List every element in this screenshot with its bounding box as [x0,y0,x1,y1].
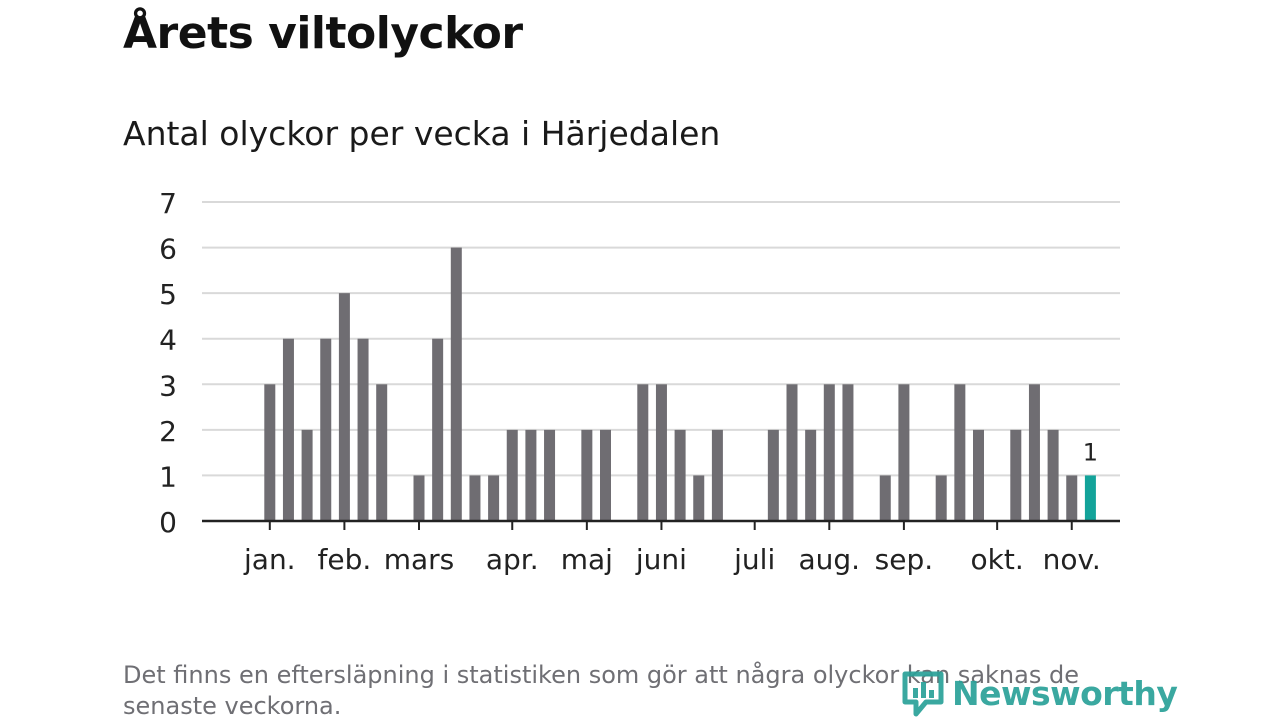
x-tick-label: maj [561,543,613,576]
x-tick-label: nov. [1043,543,1101,576]
bar [544,429,556,521]
bar [637,384,649,521]
x-tick-label: okt. [971,543,1024,576]
chart-subtitle: Antal olyckor per vecka i Härjedalen [123,114,721,153]
bar [338,293,350,521]
bar [469,475,481,521]
y-tick-label: 2 [159,415,177,448]
x-tick-label: aug. [799,543,861,576]
bar [879,475,891,521]
bar [805,429,817,521]
bar [282,338,294,521]
bar [935,475,947,521]
bar [376,384,388,521]
y-axis-ticks: 0 1 2 3 4 5 6 7 [159,187,177,539]
bar [600,429,611,521]
bar [450,247,462,522]
bar [767,429,779,521]
data-labels: 1 [1083,438,1098,466]
bar [264,384,276,521]
bar [357,338,369,521]
bar [674,429,686,521]
y-tick-label: 5 [159,278,177,311]
bar [432,338,444,521]
y-tick-label: 3 [159,369,177,402]
bar [1047,429,1059,521]
bar [320,338,332,521]
x-tick-label: juni [635,543,687,576]
bar [711,429,723,521]
bar [1010,429,1022,521]
bars [264,247,1096,522]
x-tick-label: juli [733,543,775,576]
x-axis-ticks: jan. feb. mars apr. maj juni juli aug. sep. okt. n… [243,521,1101,576]
bar [413,475,425,521]
x-tick-label: sep. [875,543,934,576]
data-label: 1 [1083,438,1098,466]
y-tick-label: 7 [159,187,177,220]
bar [842,384,854,521]
x-tick-label: mars [384,543,455,576]
bar-chart: 0 1 2 3 4 5 6 7 jan. feb. mars apr. maj juni juli aug.… [159,187,1120,576]
bar [525,429,537,521]
bar-highlight [1084,475,1096,521]
bar [301,429,313,521]
bar [786,384,798,521]
bar [693,475,705,521]
chart-title: Årets viltolyckor [123,8,523,59]
bar [1066,475,1078,521]
bar [506,429,518,521]
x-tick-label: apr. [486,543,539,576]
newsworthy-logo-icon [902,671,944,717]
x-tick-label: jan. [243,543,296,576]
bar [954,384,966,521]
y-tick-label: 4 [159,324,177,357]
y-tick-label: 0 [159,506,177,539]
bar [823,384,835,521]
newsworthy-logo-text: Newsworthy [952,673,1178,713]
bar [1028,384,1040,521]
y-tick-label: 1 [159,460,177,493]
bar [655,384,667,521]
y-tick-label: 6 [159,233,177,266]
newsworthy-logo: Newsworthy [902,668,1178,718]
bar [581,429,593,521]
bar [488,475,500,521]
bar [973,429,984,521]
x-tick-label: feb. [318,543,372,576]
bar [898,384,910,521]
